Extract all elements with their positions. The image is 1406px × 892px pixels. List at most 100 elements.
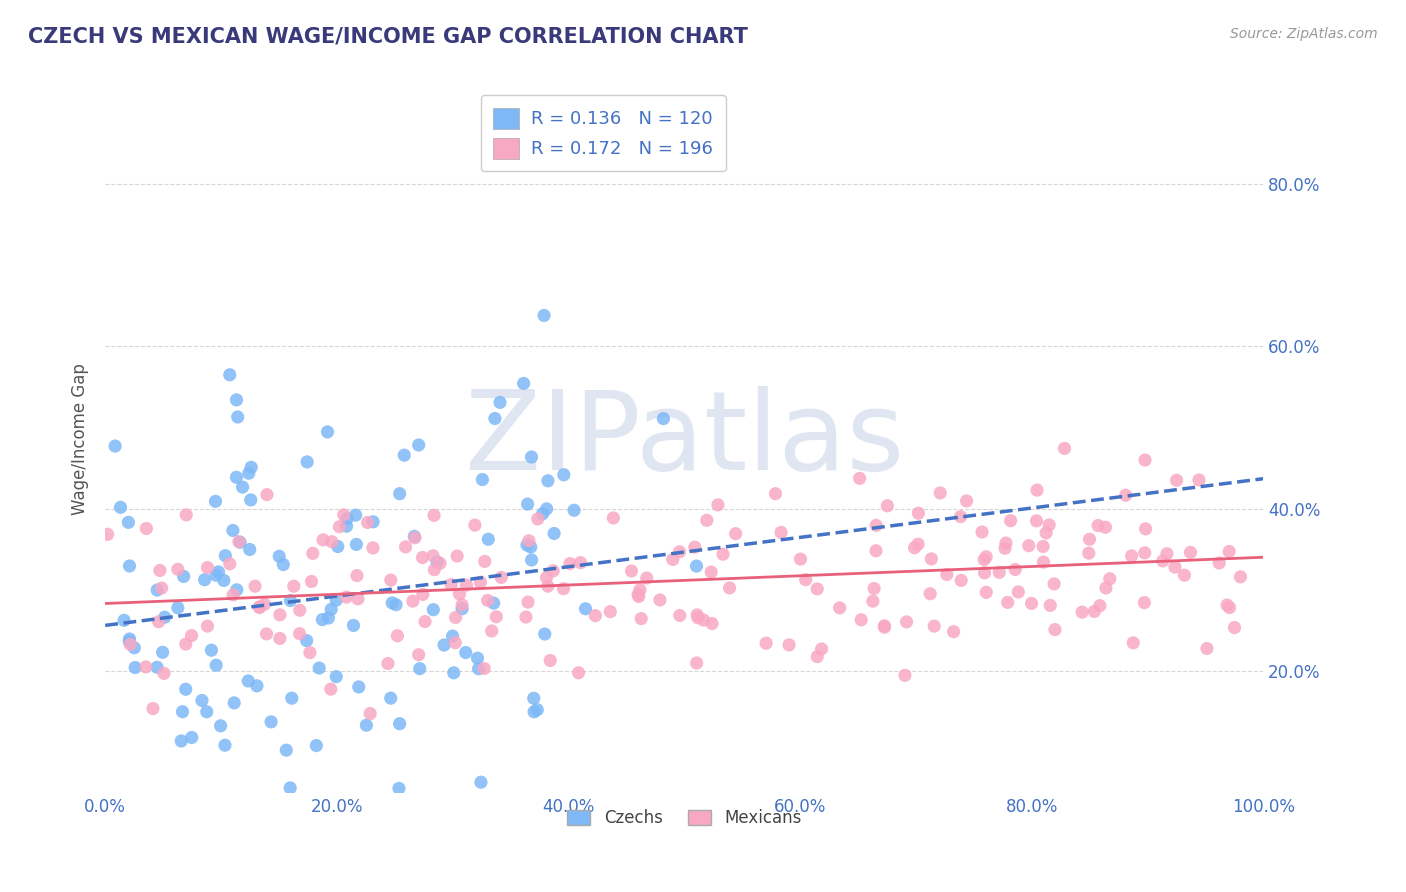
Point <box>281 691 304 706</box>
Point <box>347 680 370 694</box>
Point <box>1133 546 1156 560</box>
Point <box>118 632 141 646</box>
Point <box>700 616 723 631</box>
Point <box>865 543 887 558</box>
Y-axis label: Wage/Income Gap: Wage/Income Gap <box>72 364 89 516</box>
Point <box>209 719 232 733</box>
Point <box>118 634 141 648</box>
Point <box>301 546 323 560</box>
Point <box>422 549 444 563</box>
Point <box>1166 473 1188 487</box>
Point <box>1043 577 1066 591</box>
Point <box>627 590 650 604</box>
Point <box>516 497 538 511</box>
Point <box>112 613 135 627</box>
Point <box>152 645 174 659</box>
Point <box>862 594 884 608</box>
Point <box>806 582 828 596</box>
Point <box>1032 540 1054 554</box>
Point <box>311 613 333 627</box>
Point <box>413 615 436 629</box>
Point <box>755 636 778 650</box>
Point <box>1216 598 1239 612</box>
Point <box>288 603 311 617</box>
Point <box>512 376 534 391</box>
Point <box>135 521 157 535</box>
Point <box>1077 546 1099 560</box>
Point <box>683 540 706 554</box>
Point <box>1021 596 1043 610</box>
Point <box>361 515 384 529</box>
Point <box>1043 623 1066 637</box>
Point <box>197 560 219 574</box>
Point <box>668 608 690 623</box>
Point <box>636 571 658 585</box>
Point <box>920 587 942 601</box>
Point <box>620 564 643 578</box>
Point <box>1094 520 1116 534</box>
Point <box>124 640 146 655</box>
Legend: Czechs, Mexicans: Czechs, Mexicans <box>561 803 808 834</box>
Point <box>214 549 236 563</box>
Point <box>238 467 260 481</box>
Point <box>920 552 942 566</box>
Point <box>166 562 188 576</box>
Point <box>404 529 426 543</box>
Point <box>1018 539 1040 553</box>
Point <box>1078 533 1101 547</box>
Point <box>1000 514 1022 528</box>
Point <box>205 658 228 673</box>
Point <box>456 578 478 592</box>
Point <box>204 494 226 508</box>
Point <box>104 439 127 453</box>
Point <box>120 637 142 651</box>
Point <box>316 425 339 439</box>
Point <box>863 582 886 596</box>
Point <box>446 549 468 563</box>
Point <box>686 607 709 622</box>
Point <box>146 582 169 597</box>
Point <box>472 661 495 675</box>
Point <box>321 602 343 616</box>
Point <box>232 480 254 494</box>
Point <box>470 775 492 789</box>
Point <box>537 474 560 488</box>
Point <box>342 618 364 632</box>
Point <box>696 513 718 527</box>
Point <box>388 781 411 796</box>
Point <box>949 509 972 524</box>
Point <box>1133 596 1156 610</box>
Point <box>988 566 1011 580</box>
Point <box>454 646 477 660</box>
Text: ZIPatlas: ZIPatlas <box>464 386 904 493</box>
Point <box>574 601 596 615</box>
Point <box>648 593 671 607</box>
Point <box>1164 560 1187 574</box>
Point <box>467 651 489 665</box>
Point <box>335 519 357 533</box>
Point <box>191 693 214 707</box>
Point <box>810 642 832 657</box>
Point <box>276 743 298 757</box>
Point <box>335 590 357 604</box>
Point <box>325 593 347 607</box>
Point <box>520 450 543 464</box>
Point <box>630 611 652 625</box>
Point <box>283 579 305 593</box>
Point <box>356 718 378 732</box>
Point <box>536 571 558 585</box>
Point <box>359 706 381 721</box>
Point <box>318 611 340 625</box>
Text: Source: ZipAtlas.com: Source: ZipAtlas.com <box>1230 27 1378 41</box>
Point <box>1122 636 1144 650</box>
Point <box>288 626 311 640</box>
Point <box>411 550 433 565</box>
Point <box>328 520 350 534</box>
Point <box>567 665 589 680</box>
Point <box>1133 453 1156 467</box>
Point <box>533 627 555 641</box>
Point <box>474 554 496 568</box>
Point <box>394 540 416 554</box>
Point <box>685 559 707 574</box>
Point <box>347 591 370 606</box>
